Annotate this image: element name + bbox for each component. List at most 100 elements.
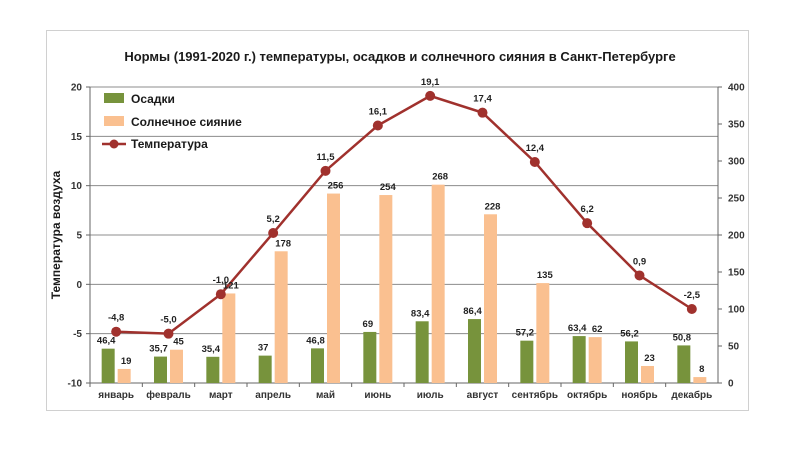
legend: Осадки Солнечное сияние Температура <box>102 92 242 151</box>
category-label: июль <box>417 390 444 401</box>
left-tick-label: 15 <box>71 132 83 143</box>
chart-title: Нормы (1991-2020 г.) температуры, осадко… <box>124 49 675 64</box>
precipitation-bar <box>415 321 429 383</box>
category-label: май <box>316 390 335 401</box>
temperature-label: 0,9 <box>633 256 646 267</box>
category-label: февраль <box>146 389 191 401</box>
sunshine-bar <box>641 365 654 383</box>
precipitation-label: 57,2 <box>516 328 535 339</box>
precipitation-label: 46,4 <box>97 336 116 347</box>
sunshine-label: 23 <box>644 353 655 364</box>
sunshine-bar <box>117 368 131 383</box>
right-tick-label: 250 <box>728 194 745 205</box>
sunshine-label: 254 <box>380 182 397 193</box>
temperature-label: -5,0 <box>160 315 176 326</box>
left-tick-label: 5 <box>76 231 82 242</box>
sunshine-bar <box>588 337 602 383</box>
sunshine-bar <box>431 184 445 383</box>
temperature-label: -2,5 <box>684 290 701 301</box>
precipitation-bar <box>154 356 167 383</box>
right-tick-label: 100 <box>728 305 745 316</box>
precipitation-bar <box>311 348 324 383</box>
category-label: август <box>467 390 499 401</box>
precipitation-bar <box>101 348 115 383</box>
sunshine-bar <box>536 283 550 383</box>
temperature-point <box>268 228 279 239</box>
left-tick-label: 20 <box>71 83 83 94</box>
category-label: октябрь <box>567 389 607 401</box>
sunshine-label: 228 <box>485 201 501 212</box>
left-tick-label: -10 <box>68 379 83 390</box>
legend-swatch-precipitation <box>104 93 124 103</box>
sunshine-label: 268 <box>432 172 448 183</box>
data-labels: 46,4 35,7 35,4 37 46,8 69 83,4 86,4 57,2 63,4 56,2… <box>97 77 705 375</box>
precipitation-label: 83,4 <box>411 308 430 319</box>
right-tick-label: 200 <box>728 231 745 242</box>
category-label: апрель <box>255 390 291 401</box>
left-tick-label: 10 <box>71 181 83 192</box>
sunshine-label: 62 <box>592 324 603 335</box>
right-tick-label: 400 <box>728 83 745 94</box>
sunshine-bar <box>379 195 393 383</box>
sunshine-bar <box>170 349 183 383</box>
sunshine-label: 178 <box>275 238 291 249</box>
category-label: сентябрь <box>512 389 558 401</box>
precipitation-label: 46,8 <box>306 335 325 346</box>
temperature-point <box>320 165 331 176</box>
precipitation-bar <box>572 336 586 383</box>
category-label: декабрь <box>671 389 712 401</box>
precipitation-label: 69 <box>363 319 374 330</box>
sunshine-bar <box>693 377 707 383</box>
precipitation-label: 35,4 <box>202 344 221 355</box>
temperature-label: 17,4 <box>473 94 492 105</box>
category-label: март <box>209 390 233 401</box>
legend-label-temperature: Температура <box>131 137 208 151</box>
sunshine-label: 256 <box>328 181 344 192</box>
right-tick-label: 50 <box>728 342 740 353</box>
precipitation-label: 37 <box>258 343 269 354</box>
precipitation-label: 50,8 <box>673 332 692 343</box>
legend-label-precipitation: Осадки <box>131 92 175 106</box>
category-label: ноябрь <box>621 389 657 401</box>
right-tick-label: 0 <box>728 379 734 390</box>
sunshine-bar <box>484 214 497 383</box>
temperature-point <box>634 270 645 281</box>
sunshine-label: 8 <box>699 364 704 375</box>
right-tick-label: 150 <box>728 268 745 279</box>
precipitation-bar <box>363 331 377 383</box>
temperature-point <box>529 156 540 167</box>
temperature-point <box>111 326 122 337</box>
precipitation-bar <box>520 340 534 383</box>
sunshine-bar <box>327 193 340 383</box>
right-tick-label: 300 <box>728 157 745 168</box>
category-label: июнь <box>364 390 391 401</box>
sunshine-label: 19 <box>121 356 132 367</box>
temperature-line <box>111 90 697 339</box>
bars <box>101 184 707 383</box>
temperature-label: 6,2 <box>581 204 594 215</box>
precipitation-bar <box>258 355 272 383</box>
sunshine-label: 45 <box>173 337 184 348</box>
temperature-label: 11,5 <box>317 152 336 163</box>
precipitation-bar <box>677 345 691 383</box>
temperature-label: 5,2 <box>267 214 280 225</box>
temperature-label: 19,1 <box>421 77 440 88</box>
sunshine-bar <box>222 293 236 383</box>
temperature-point <box>477 107 488 118</box>
temperature-label: -1,0 <box>213 275 229 286</box>
left-tick-label: 0 <box>76 280 82 291</box>
temperature-point <box>582 218 593 229</box>
temperature-point <box>425 90 436 101</box>
sunshine-label: 121 <box>223 280 240 291</box>
legend-label-sunshine: Солнечное сияние <box>131 115 242 129</box>
temperature-point <box>163 328 174 339</box>
precipitation-label: 63,4 <box>568 323 587 334</box>
axes: -10-505101520050100150200250300350400янв… <box>68 83 746 402</box>
temperature-polyline <box>116 94 693 335</box>
precipitation-bar <box>206 356 220 383</box>
temperature-point <box>215 289 226 300</box>
temperature-point <box>686 304 697 314</box>
sunshine-bar <box>274 251 288 383</box>
legend-marker-temperature <box>109 139 119 149</box>
